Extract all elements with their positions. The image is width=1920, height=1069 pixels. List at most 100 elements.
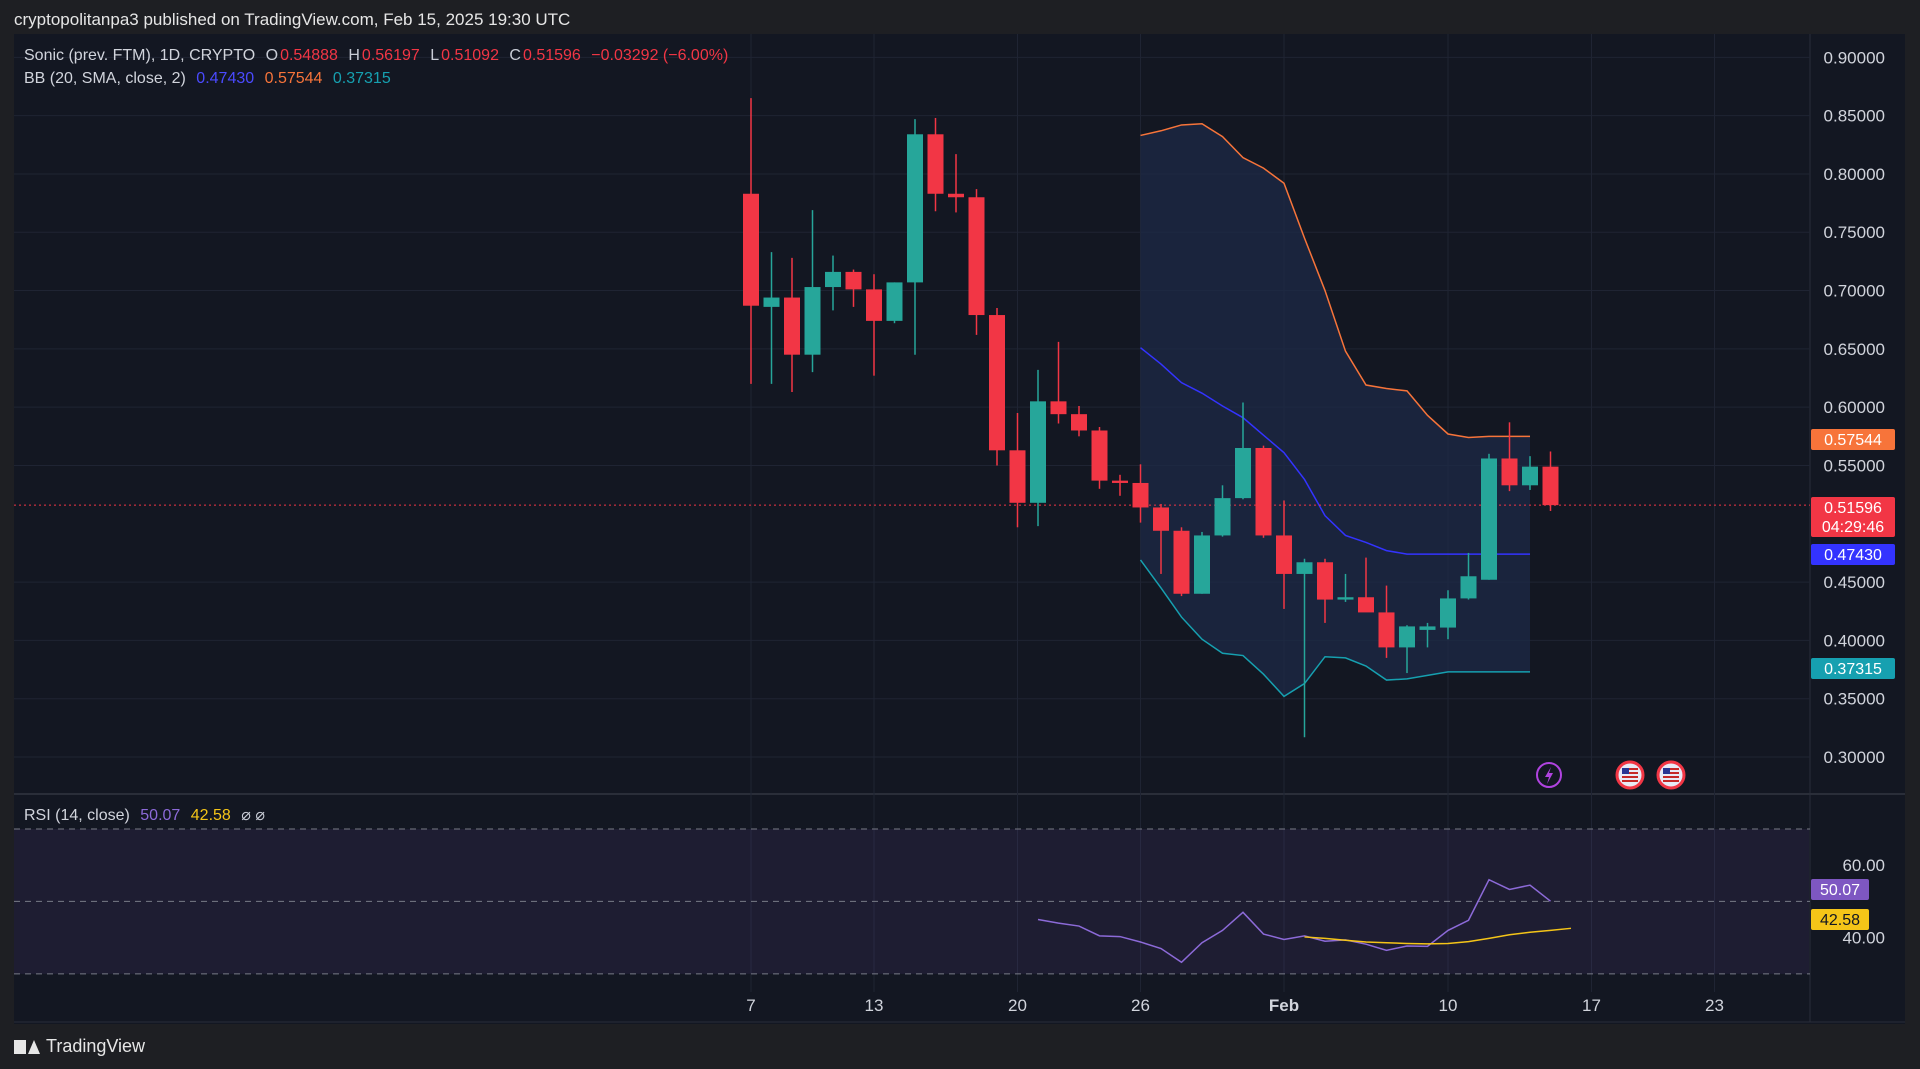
rsi-ma-value: 42.58: [190, 807, 231, 824]
candle-body: [1132, 482, 1149, 508]
candle[interactable]: [1501, 422, 1518, 492]
event-icons[interactable]: [1536, 760, 1686, 790]
candle[interactable]: [948, 154, 964, 213]
rsi-label[interactable]: RSI (14, close): [24, 807, 130, 824]
last-price-badge-text: 0.51596: [1824, 500, 1882, 517]
candle[interactable]: [1235, 402, 1251, 500]
rsi-tick-label: 40.00: [1842, 929, 1885, 948]
rsi-tick-label: 60.00: [1842, 856, 1885, 875]
candle[interactable]: [1358, 557, 1374, 613]
candle[interactable]: [886, 282, 903, 324]
us-flag-icon[interactable]: [1656, 760, 1686, 790]
candle[interactable]: [1214, 485, 1231, 537]
candle-body: [1522, 466, 1538, 486]
bb-lower-badge-text: 0.37315: [1824, 661, 1882, 678]
candle-body: [1358, 597, 1374, 613]
price-tick-label: 0.85000: [1824, 107, 1885, 126]
candle[interactable]: [1173, 527, 1190, 597]
rsi-ma-line[interactable]: [1304, 927, 1572, 945]
bb-label[interactable]: BB (20, SMA, close, 2): [24, 70, 186, 87]
candle-body: [1091, 430, 1108, 481]
chart-background: [14, 34, 1905, 1024]
candle[interactable]: [1399, 625, 1415, 674]
candle-body: [948, 193, 964, 198]
candle[interactable]: [1378, 585, 1395, 658]
candle[interactable]: [1296, 558, 1313, 738]
candle[interactable]: [1440, 590, 1456, 640]
candle[interactable]: [907, 119, 923, 355]
candle-body: [886, 282, 903, 321]
candle[interactable]: [1317, 558, 1333, 623]
candle-body: [927, 134, 944, 194]
candle[interactable]: [1030, 369, 1046, 527]
candle-body: [1399, 626, 1415, 648]
candle[interactable]: [1112, 474, 1128, 496]
low-label: L: [430, 47, 440, 64]
candle[interactable]: [1132, 464, 1149, 523]
candle-body: [1173, 530, 1190, 594]
price-tick-label: 0.55000: [1824, 456, 1885, 475]
candle[interactable]: [804, 210, 821, 373]
published-header: cryptopolitanpa3 published on TradingVie…: [14, 10, 571, 29]
candle-body: [1481, 458, 1497, 580]
candle[interactable]: [1276, 500, 1292, 609]
candle[interactable]: [1460, 552, 1477, 600]
rsi-value: 50.07: [140, 807, 181, 824]
price-badges: 0.57544 0.51596 04:29:46 0.47430 0.37315…: [1811, 429, 1895, 930]
rsi-flags: ⌀ ⌀: [241, 807, 265, 824]
high-label: H: [348, 47, 360, 64]
tradingview-brand[interactable]: TradingView: [14, 1036, 145, 1057]
close-label: C: [509, 47, 521, 64]
candle[interactable]: [1153, 503, 1169, 574]
candle[interactable]: [866, 274, 882, 376]
close-value: 0.51596: [522, 47, 581, 64]
bb-lower-line[interactable]: [1139, 559, 1531, 698]
candle[interactable]: [1255, 445, 1272, 538]
candle[interactable]: [927, 117, 944, 212]
candle[interactable]: [825, 255, 841, 311]
time-tick-label: 7: [746, 996, 755, 1015]
us-flag-icon[interactable]: [1615, 760, 1645, 790]
candle[interactable]: [1050, 341, 1067, 424]
candle[interactable]: [989, 308, 1005, 466]
candle[interactable]: [1071, 406, 1087, 437]
symbol-label[interactable]: Sonic (prev. FTM), 1D, CRYPTO: [24, 47, 256, 64]
candle-body: [1419, 626, 1436, 630]
candle[interactable]: [784, 257, 800, 393]
candle-body: [1030, 401, 1046, 503]
price-axis[interactable]: 0.90000 0.85000 0.80000 0.75000 0.70000 0.650…: [1824, 48, 1885, 947]
candle[interactable]: [743, 98, 759, 384]
bb-legend[interactable]: BB (20, SMA, close, 2) 0.47430 0.57544 0…: [24, 70, 397, 88]
lightning-icon[interactable]: [1536, 762, 1562, 788]
bb-basis-line[interactable]: [1140, 347, 1531, 555]
rsi-legend[interactable]: RSI (14, close) 50.07 42.58 ⌀ ⌀: [24, 805, 271, 825]
candle[interactable]: [1481, 453, 1497, 580]
candles[interactable]: [743, 98, 1559, 738]
open-value: 0.54888: [280, 47, 338, 64]
rsi-pane[interactable]: [14, 828, 1810, 975]
candle[interactable]: [1542, 451, 1559, 511]
candle-body: [1501, 458, 1518, 486]
ohlc-legend[interactable]: Sonic (prev. FTM), 1D, CRYPTO O 0.54888 H…: [24, 47, 734, 65]
candle[interactable]: [845, 269, 862, 307]
time-axis[interactable]: 7 13 20 26 Feb 10 17 23: [746, 996, 1724, 1015]
candle[interactable]: [968, 189, 985, 335]
candle[interactable]: [1194, 531, 1210, 594]
candle-body: [1440, 598, 1456, 628]
candle-body: [743, 193, 759, 306]
candle-body: [763, 297, 780, 307]
candle[interactable]: [1419, 622, 1436, 648]
candle[interactable]: [763, 252, 780, 384]
bb-basis-value: 0.47430: [196, 70, 255, 87]
candle[interactable]: [1522, 456, 1538, 490]
rsi-ma-badge: [1811, 909, 1869, 930]
candle-body: [907, 134, 923, 283]
candle[interactable]: [1009, 413, 1026, 528]
candle-body: [1378, 612, 1395, 648]
candle[interactable]: [1091, 426, 1108, 489]
candle[interactable]: [1337, 573, 1354, 602]
bb-upper-line[interactable]: [1140, 123, 1531, 439]
rsi-line[interactable]: [1037, 878, 1551, 964]
time-tick-label: 10: [1439, 996, 1458, 1015]
